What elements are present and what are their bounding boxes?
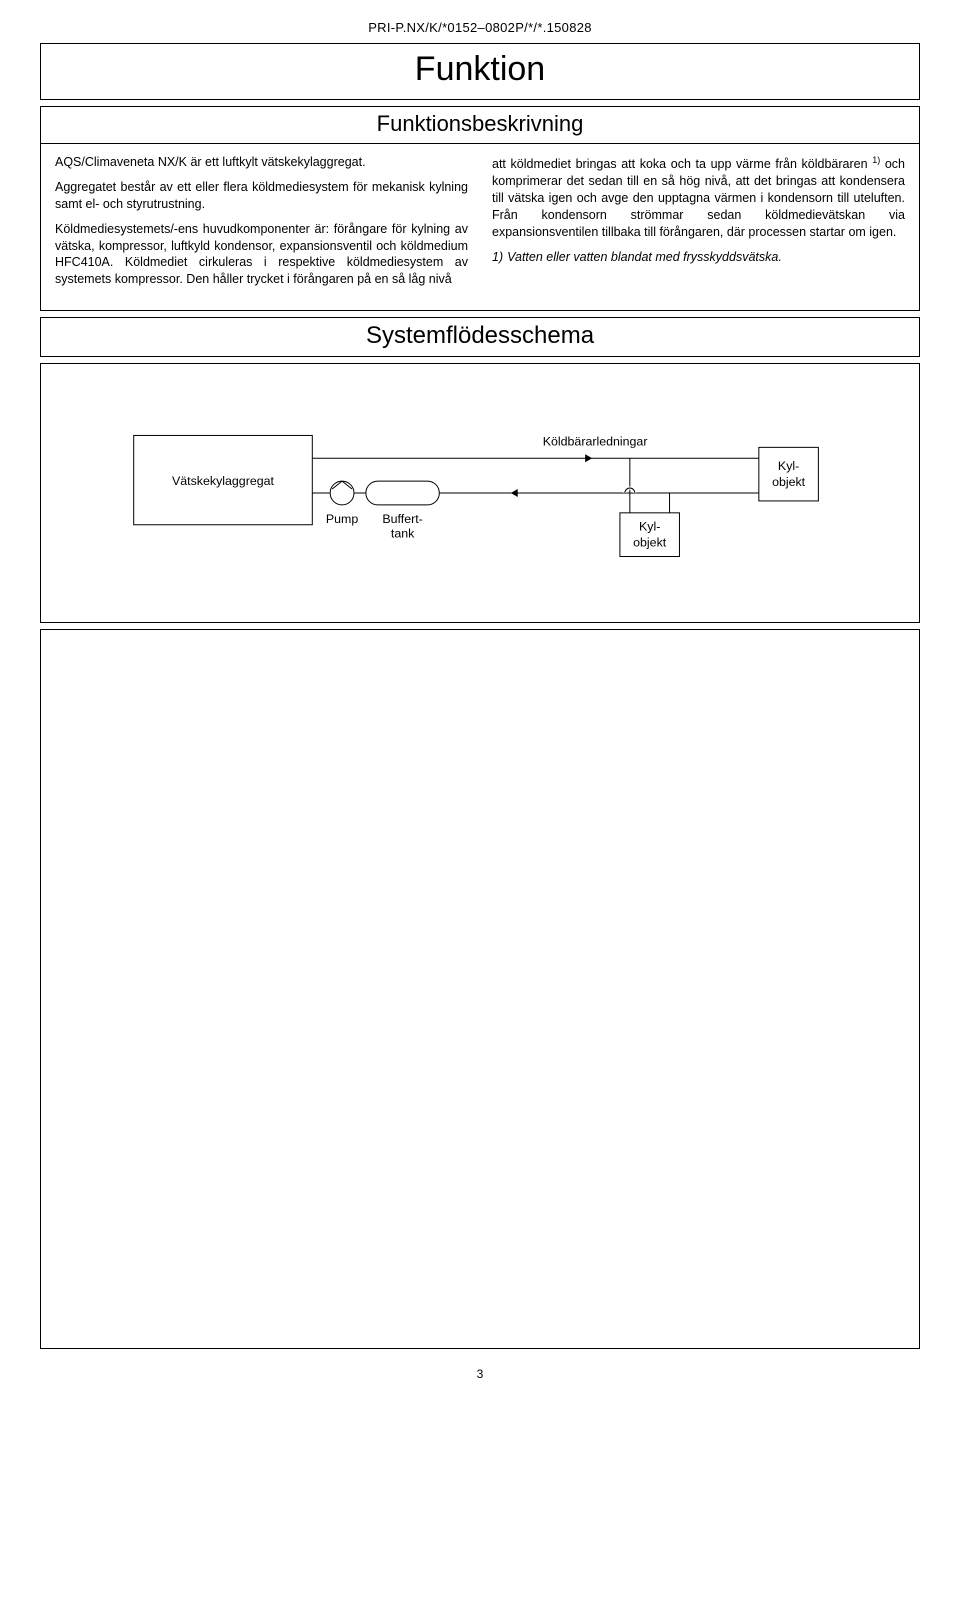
para-4: att köldmediet bringas att koka och ta u… bbox=[492, 154, 905, 241]
footnote-1: 1)Vatten eller vatten blandat med fryssk… bbox=[492, 249, 905, 266]
system-flow-diagram: Vätskekylaggregat Pump Buffert- tank Köl… bbox=[40, 363, 920, 623]
pump-arrow-icon bbox=[332, 481, 352, 489]
pump-icon bbox=[330, 481, 354, 505]
para-1: AQS/Climaveneta NX/K är ett luftkylt vät… bbox=[55, 154, 468, 171]
section2-title-box: Systemflödesschema bbox=[40, 317, 920, 357]
kyl2-label-b: objekt bbox=[772, 475, 806, 489]
pipes-label: Köldbärarledningar bbox=[543, 434, 648, 448]
return-arrow-icon bbox=[511, 489, 518, 497]
para-3: Köldmediesystemets/-ens huvudkomponenter… bbox=[55, 221, 468, 289]
kyl1-label-b: objekt bbox=[633, 536, 667, 550]
main-title: Funktion bbox=[415, 50, 545, 88]
flow-diagram-svg: Vätskekylaggregat Pump Buffert- tank Köl… bbox=[41, 364, 919, 622]
buffer-label-1: Buffert- bbox=[382, 512, 422, 526]
main-title-box: Funktion bbox=[40, 43, 920, 100]
buffer-label-2: tank bbox=[391, 527, 415, 541]
kyl1-label-a: Kyl- bbox=[639, 520, 660, 534]
document-code: PRI-P.NX/K/*0152–0802P/*/*.150828 bbox=[40, 20, 920, 35]
buffer-tank-box bbox=[366, 481, 439, 505]
aggregate-label: Vätskekylaggregat bbox=[172, 474, 274, 488]
column-right: att köldmediet bringas att koka och ta u… bbox=[492, 154, 905, 296]
page-number: 3 bbox=[40, 1367, 920, 1381]
supply-arrow-icon bbox=[585, 454, 592, 462]
section-funktionsbeskrivning: Funktionsbeskrivning AQS/Climaveneta NX/… bbox=[40, 106, 920, 311]
kyl2-label-a: Kyl- bbox=[778, 459, 799, 473]
empty-box bbox=[40, 629, 920, 1349]
column-left: AQS/Climaveneta NX/K är ett luftkylt vät… bbox=[55, 154, 468, 296]
pump-label: Pump bbox=[326, 512, 358, 526]
section2-title: Systemflödesschema bbox=[366, 322, 594, 349]
para-2: Aggregatet består av ett eller flera köl… bbox=[55, 179, 468, 213]
section1-subtitle: Funktionsbeskrivning bbox=[41, 107, 919, 144]
